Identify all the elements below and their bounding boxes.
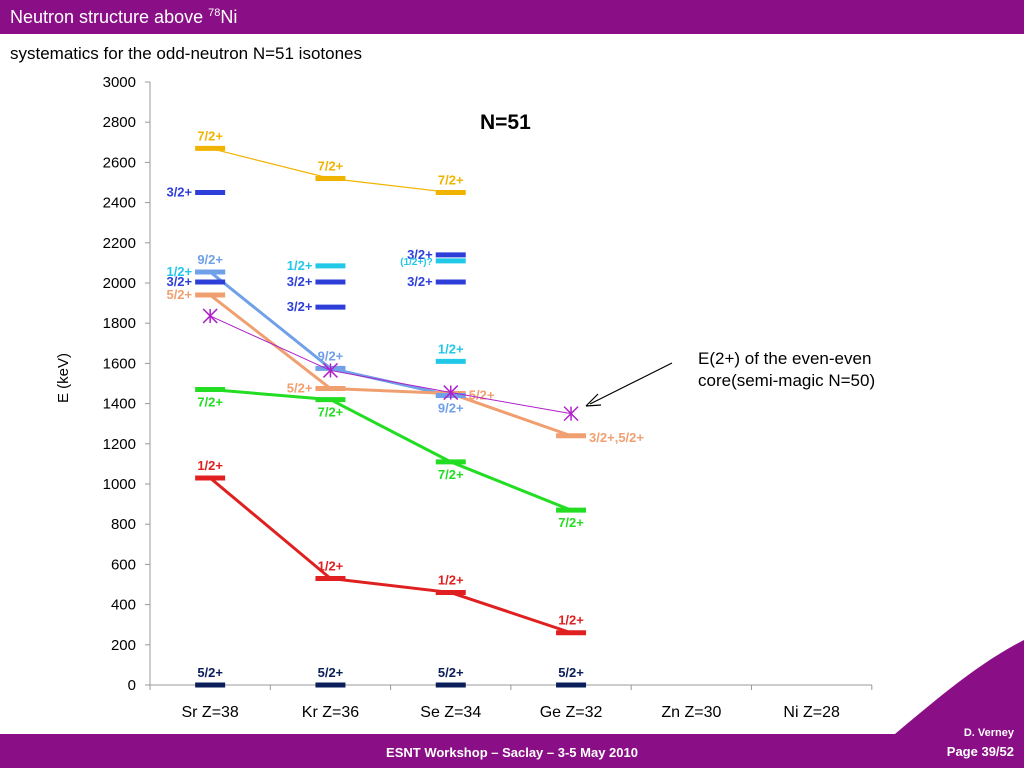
title-superscript: 78 bbox=[208, 7, 221, 19]
level-label: 3/2+ bbox=[407, 274, 433, 289]
x-tick-label: Kr Z=36 bbox=[302, 704, 359, 721]
title-tail: Ni bbox=[220, 7, 238, 27]
chart-title: N=51 bbox=[480, 111, 531, 134]
y-tick-label: 2600 bbox=[103, 154, 136, 171]
core-2plus-marker bbox=[202, 308, 218, 324]
annotation-line-2: core(semi-magic N=50) bbox=[698, 371, 876, 390]
page-subtitle: systematics for the odd-neutron N=51 iso… bbox=[10, 44, 362, 63]
level-label: 3/2+ bbox=[287, 299, 313, 314]
level-label: 5/2+ bbox=[318, 665, 344, 680]
level-label: 9/2+ bbox=[438, 401, 464, 416]
x-tick-label: Se Z=34 bbox=[420, 704, 481, 721]
series-line-red bbox=[209, 476, 572, 635]
level-label: 1/2+ bbox=[287, 258, 313, 273]
level-label: 5/2+ bbox=[558, 665, 584, 680]
level-label: 7/2+ bbox=[438, 173, 464, 188]
y-tick-label: 200 bbox=[111, 637, 136, 654]
level-label: 5/2+ bbox=[469, 388, 495, 403]
y-tick-label: 3000 bbox=[103, 74, 136, 91]
level-label: 9/2+ bbox=[318, 348, 344, 363]
y-ticks: 0 200 400 600 800 1000 1200 1400 1600 1800 2000 220… bbox=[103, 74, 150, 694]
core-2plus-marker bbox=[322, 362, 338, 378]
x-tick-label: Ge Z=32 bbox=[540, 704, 603, 721]
x-tick-label: Sr Z=38 bbox=[181, 704, 238, 721]
y-tick-label: 1000 bbox=[103, 476, 136, 493]
level-bars: 7/2+3/2+1/2+9/2+3/2+5/2+7/2+1/2+5/2+7/2+… bbox=[166, 128, 644, 688]
y-tick-label: 2000 bbox=[103, 275, 136, 292]
page-number: Page 39/52 bbox=[946, 744, 1014, 759]
level-label: 7/2+ bbox=[318, 158, 344, 173]
y-tick-label: 1200 bbox=[103, 436, 136, 453]
series-lines bbox=[209, 147, 572, 635]
level-label: 7/2+ bbox=[558, 515, 584, 530]
core-2plus-marker bbox=[443, 385, 459, 401]
series-line-green bbox=[210, 388, 572, 512]
level-label: 1/2+ bbox=[438, 573, 464, 588]
level-label: 3/2+ bbox=[166, 185, 192, 200]
level-label: 5/2+ bbox=[438, 665, 464, 680]
y-tick-label: 800 bbox=[111, 516, 136, 533]
y-tick-label: 1800 bbox=[103, 315, 136, 332]
author-name: D. Verney bbox=[963, 727, 1014, 739]
page-title: Neutron structure above 78Ni bbox=[10, 7, 238, 27]
core-2plus-marker bbox=[563, 406, 579, 422]
level-label: 7/2+ bbox=[438, 467, 464, 482]
level-label: (1/2+)? bbox=[400, 257, 433, 268]
level-label: 7/2+ bbox=[318, 405, 344, 420]
core-2plus-series bbox=[202, 308, 579, 422]
y-tick-label: 2800 bbox=[103, 114, 136, 131]
y-tick-label: 2400 bbox=[103, 195, 136, 212]
level-label: 1/2+ bbox=[318, 558, 344, 573]
annotation-line-1: E(2+) of the even-even bbox=[698, 349, 872, 368]
x-ticks: Sr Z=38 Kr Z=36 Se Z=34 Ge Z=32 Zn Z=30 Ni Z=… bbox=[149, 685, 873, 721]
series-line-salmon bbox=[209, 293, 572, 438]
y-tick-label: 0 bbox=[128, 677, 136, 694]
level-label: 9/2+ bbox=[197, 252, 223, 267]
level-label: 5/2+ bbox=[197, 665, 223, 680]
y-tick-label: 1600 bbox=[103, 355, 136, 372]
level-label: 3/2+,5/2+ bbox=[589, 430, 644, 445]
corner-decoration bbox=[895, 640, 1024, 734]
level-label: 1/2+ bbox=[558, 613, 584, 628]
level-label: 7/2+ bbox=[197, 128, 223, 143]
level-label: 5/2+ bbox=[166, 287, 192, 302]
y-tick-label: 400 bbox=[111, 597, 136, 614]
level-label: 5/2+ bbox=[287, 381, 313, 396]
level-label: 3/2+ bbox=[407, 247, 433, 262]
title-bar bbox=[0, 0, 1024, 34]
level-label: 1/2+ bbox=[438, 341, 464, 356]
y-tick-label: 2200 bbox=[103, 235, 136, 252]
level-label: 3/2+ bbox=[287, 274, 313, 289]
footer-bar bbox=[0, 734, 1024, 768]
y-tick-label: 1400 bbox=[103, 396, 136, 413]
level-label: 1/2+ bbox=[166, 264, 192, 279]
x-tick-label: Ni Z=28 bbox=[783, 704, 840, 721]
core-2plus-line bbox=[209, 315, 572, 415]
arrowhead bbox=[585, 393, 602, 407]
footer-text: ESNT Workshop – Saclay – 3-5 May 2010 bbox=[386, 745, 638, 760]
y-tick-label: 600 bbox=[111, 556, 136, 573]
chart-annotation: E(2+) of the even-even core(semi-magic N… bbox=[698, 348, 875, 392]
level-label: 1/2+ bbox=[197, 458, 223, 473]
annotation-arrow bbox=[589, 362, 673, 405]
y-axis-label: E (keV) bbox=[55, 353, 72, 403]
level-label: 7/2+ bbox=[197, 395, 223, 410]
level-label: 3/2+ bbox=[166, 274, 192, 289]
x-tick-label: Zn Z=30 bbox=[661, 704, 721, 721]
